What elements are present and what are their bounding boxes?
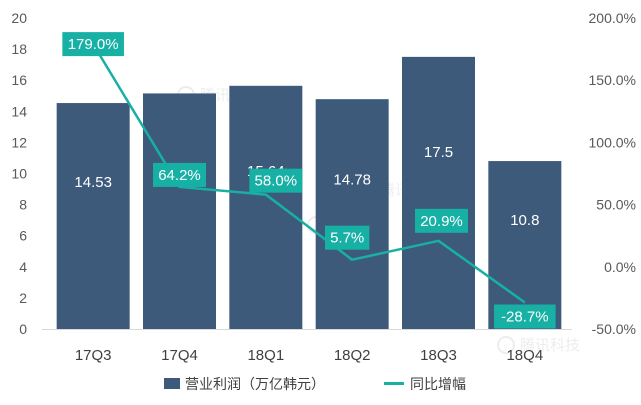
point-label-text: 5.7% [330,230,364,247]
right-tick-label: 200.0% [589,10,636,26]
right-tick-label: 50.0% [596,197,636,213]
left-tick-label: 0 [19,321,27,337]
point-label-box [324,225,370,250]
point-label-18Q4: -28.7% [494,304,556,329]
legend-swatch-bar [164,378,180,389]
bar-18Q4 [488,161,562,329]
right-tick-label: 150.0% [589,72,636,88]
watermark: 腾讯科技 [497,336,580,354]
category-label: 17Q3 [75,347,112,364]
left-tick-label: 6 [19,228,27,244]
left-axis-ticks: 0 2 4 6 8 10 12 14 16 18 20 [11,10,27,337]
category-label: 17Q4 [161,347,198,364]
bar-value-label: 10.8 [510,212,539,229]
watermark-text: 腾讯科技 [520,336,580,354]
bar-value-label: 14.78 [333,172,371,189]
legend-item-line: 同比增幅 [384,377,466,393]
point-label-text: 179.0% [68,36,119,53]
legend-item-bar: 营业利润（万亿韩元） [164,377,325,393]
point-label-box [153,162,206,187]
point-label-18Q2: 5.7% [324,225,370,250]
left-tick-label: 8 [19,197,27,213]
category-label: 18Q2 [334,347,371,364]
right-tick-label: 0.0% [604,259,636,275]
bar-value-label: 14.53 [74,174,112,191]
left-tick-label: 2 [19,290,27,306]
left-tick-label: 14 [11,103,27,119]
right-tick-label: -50.0% [592,321,636,337]
right-axis-ticks: -50.0% 0.0% 50.0% 100.0% 150.0% 200.0% [589,10,636,337]
point-label-text: 20.9% [420,213,463,230]
point-label-box [494,304,556,329]
point-label-box [62,32,124,57]
bar-17Q3 [56,103,130,329]
point-label-text: -28.7% [501,309,549,326]
left-tick-label: 10 [11,166,27,182]
line-point-labels: 179.0% 64.2% 58.0% 5.7% 20.9% -28.7% [62,32,556,329]
category-label: 18Q1 [247,347,284,364]
point-label-18Q1: 58.0% [249,168,303,193]
bar-series [56,56,562,330]
point-label-text: 64.2% [158,167,201,184]
point-label-box [249,168,303,193]
left-tick-label: 16 [11,72,27,88]
point-label-17Q4: 64.2% [153,162,206,187]
watermark-logo [497,336,515,354]
right-tick-label: 100.0% [589,134,636,150]
left-tick-label: 20 [11,10,27,26]
bar-17Q4 [143,93,216,329]
bar-value-label: 17.5 [424,144,453,161]
bar-18Q3 [402,56,475,329]
left-tick-label: 18 [11,41,27,57]
category-label: 18Q4 [506,347,543,364]
point-label-18Q3: 20.9% [415,208,468,233]
bar-18Q1 [229,85,303,329]
legend-label-bar: 营业利润（万亿韩元） [185,377,325,393]
category-labels: 17Q3 17Q4 18Q1 18Q2 18Q3 18Q4 [75,347,543,364]
left-tick-label: 12 [11,134,27,150]
point-label-17Q3: 179.0% [62,32,124,57]
legend-label-line: 同比增幅 [410,377,466,393]
left-tick-label: 4 [19,259,27,275]
point-label-text: 58.0% [255,173,298,190]
category-label: 18Q3 [420,347,457,364]
point-label-box [415,208,468,233]
legend: 营业利润（万亿韩元） 同比增幅 [164,377,466,393]
bar-18Q2 [315,99,389,330]
